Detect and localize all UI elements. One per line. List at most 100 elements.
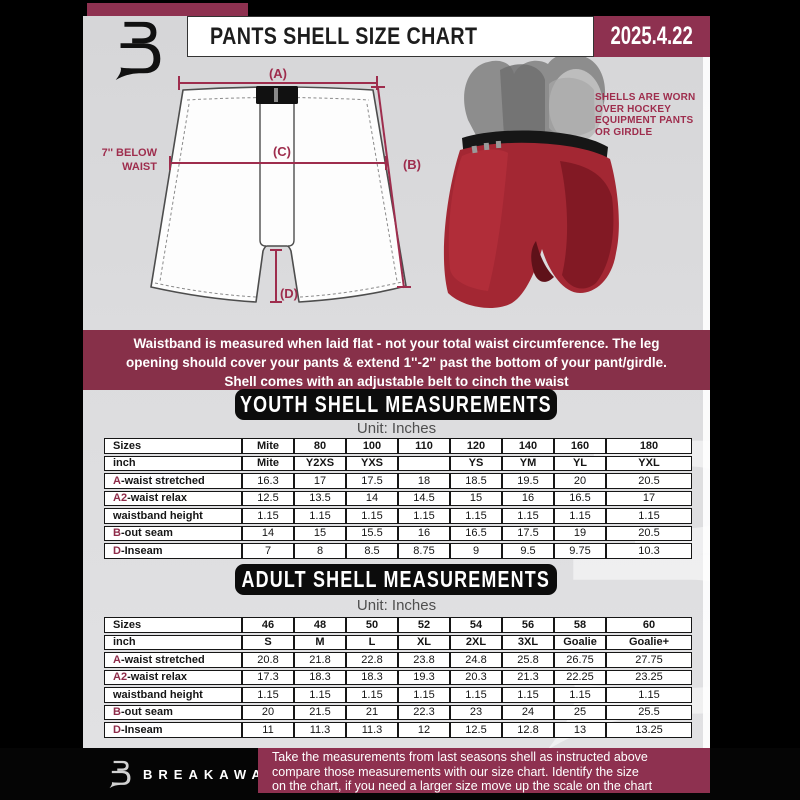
size-cell: YM [502, 455, 554, 471]
table-row: Sizes Mite 80 100 110 120 140 160 180 [104, 438, 692, 454]
center-panel-lines [259, 92, 295, 247]
size-cell: 19.3 [398, 669, 450, 685]
size-cell: 12 [398, 722, 450, 738]
size-cell: 110 [398, 438, 450, 454]
row-label: inch [104, 455, 242, 471]
size-cell: 19.5 [502, 473, 554, 489]
size-cell: 1.15 [450, 508, 502, 524]
size-cell: 1.15 [294, 508, 346, 524]
size-cell: 8 [294, 543, 346, 559]
size-cell: 23 [450, 704, 502, 720]
footer-instruction-line: compare those measurements with our size… [272, 764, 639, 779]
table-row: A-waist stretched 20.8 21.8 22.8 23.8 24.8 25.… [104, 652, 692, 668]
size-cell: 14 [346, 490, 398, 506]
size-cell: 16.5 [554, 490, 606, 506]
size-cell: S [242, 634, 294, 650]
size-cell: Mite [242, 455, 294, 471]
size-cell: 1.15 [606, 508, 692, 524]
size-chart-page: PANTS SHELL SIZE CHART 2025.4.22 [83, 16, 710, 748]
size-cell: 9.75 [554, 543, 606, 559]
size-cell: 21.3 [502, 669, 554, 685]
size-cell: 2XL [450, 634, 502, 650]
size-cell: 18.3 [346, 669, 398, 685]
size-cell: Y2XS [294, 455, 346, 471]
row-label: waistband height [104, 687, 242, 703]
row-label: Sizes [104, 438, 242, 454]
row-label: A-waist stretched [104, 473, 242, 489]
row-label: B-out seam [104, 704, 242, 720]
size-cell: 15 [450, 490, 502, 506]
chart-date: 2025.4.22 [610, 22, 694, 50]
footer-bar: BREAKAWAY Take the measurements from las… [0, 748, 800, 800]
table-row: A2-waist relax 12.5 13.5 14 14.5 15 16 16.5 17 [104, 490, 692, 506]
size-cell: 8.5 [346, 543, 398, 559]
size-cell: 1.15 [606, 687, 692, 703]
size-cell: 1.15 [502, 687, 554, 703]
size-cell: YL [554, 455, 606, 471]
size-cell: 1.15 [242, 508, 294, 524]
photo-caption-line: OR GIRDLE [595, 126, 653, 138]
table-row: D-Inseam 7 8 8.5 8.75 9 9.5 9.75 10.3 [104, 543, 692, 559]
below-waist-note-line1: 7'' BELOW [102, 147, 158, 159]
size-cell: 17 [294, 473, 346, 489]
size-cell: 23.25 [606, 669, 692, 685]
notice-line: Waistband is measured when laid flat - n… [133, 336, 660, 351]
youth-banner-title: YOUTH SHELL MEASUREMENTS [240, 391, 552, 417]
size-cell: 21.5 [294, 704, 346, 720]
size-cell: YXS [346, 455, 398, 471]
size-cell: 48 [294, 617, 346, 633]
notice-line: Shell comes with an adjustable belt to c… [224, 374, 569, 389]
row-label: D-Inseam [104, 543, 242, 559]
belt-buckle-slit [274, 88, 278, 102]
size-cell: 9 [450, 543, 502, 559]
size-cell: 58 [554, 617, 606, 633]
row-label-prefix: B [113, 527, 121, 539]
red-shell [443, 140, 619, 308]
size-cell: XL [398, 634, 450, 650]
size-cell: 25 [554, 704, 606, 720]
size-cell: 60 [606, 617, 692, 633]
row-label: A2-waist relax [104, 490, 242, 506]
size-cell: 1.15 [242, 687, 294, 703]
size-cell: 15 [294, 525, 346, 541]
size-cell: 21.8 [294, 652, 346, 668]
youth-size-table: Sizes Mite 80 100 110 120 140 160 180 inch Mite Y2X… [104, 436, 692, 561]
size-cell: 120 [450, 438, 502, 454]
stitch-lines [154, 97, 403, 298]
row-label-prefix: A2 [113, 492, 128, 504]
size-cell: 20 [554, 473, 606, 489]
photo-caption-line: OVER HOCKEY [595, 103, 672, 115]
size-cell: 160 [554, 438, 606, 454]
size-cell: 13.5 [294, 490, 346, 506]
size-cell: 1.15 [554, 687, 606, 703]
size-cell: 26.75 [554, 652, 606, 668]
table-row: A-waist stretched 16.3 17 17.5 18 18.5 19.5 20 2… [104, 473, 692, 489]
youth-unit-label: Unit: Inches [356, 420, 437, 437]
table-row: inch S M L XL 2XL 3XL Goalie Goalie+ [104, 634, 692, 650]
size-cell: 21 [346, 704, 398, 720]
shell-photo [443, 55, 619, 308]
row-label-prefix: A2 [113, 671, 128, 683]
measurement-lines [169, 76, 411, 303]
footer-brand: BREAKAWAY [108, 759, 280, 789]
page-title: PANTS SHELL SIZE CHART [210, 22, 478, 50]
table-row: waistband height 1.15 1.15 1.15 1.15 1.15 1.15… [104, 687, 692, 703]
size-cell: 1.15 [554, 508, 606, 524]
top-accent-tab [87, 3, 248, 16]
table-row: B-out seam 14 15 15.5 16 16.5 17.5 19 20.5 [104, 525, 692, 541]
label-C: (C) [273, 144, 291, 159]
footer-instructions: Take the measurements from last seasons … [258, 748, 710, 793]
size-cell: YXL [606, 455, 692, 471]
table-row: D-Inseam 11 11.3 11.3 12 12.5 12.8 13 13.25 [104, 722, 692, 738]
size-cell: 20.5 [606, 473, 692, 489]
size-cell: 11.3 [294, 722, 346, 738]
size-cell: 12.5 [450, 722, 502, 738]
size-cell: 22.25 [554, 669, 606, 685]
size-cell: 17.5 [502, 525, 554, 541]
size-cell: 25.8 [502, 652, 554, 668]
table-row: A2-waist relax 17.3 18.3 18.3 19.3 20.3 21.3 22… [104, 669, 692, 685]
shorts-outline [150, 86, 407, 303]
size-cell: 50 [346, 617, 398, 633]
label-D: (D) [280, 286, 298, 301]
size-cell: 22.3 [398, 704, 450, 720]
